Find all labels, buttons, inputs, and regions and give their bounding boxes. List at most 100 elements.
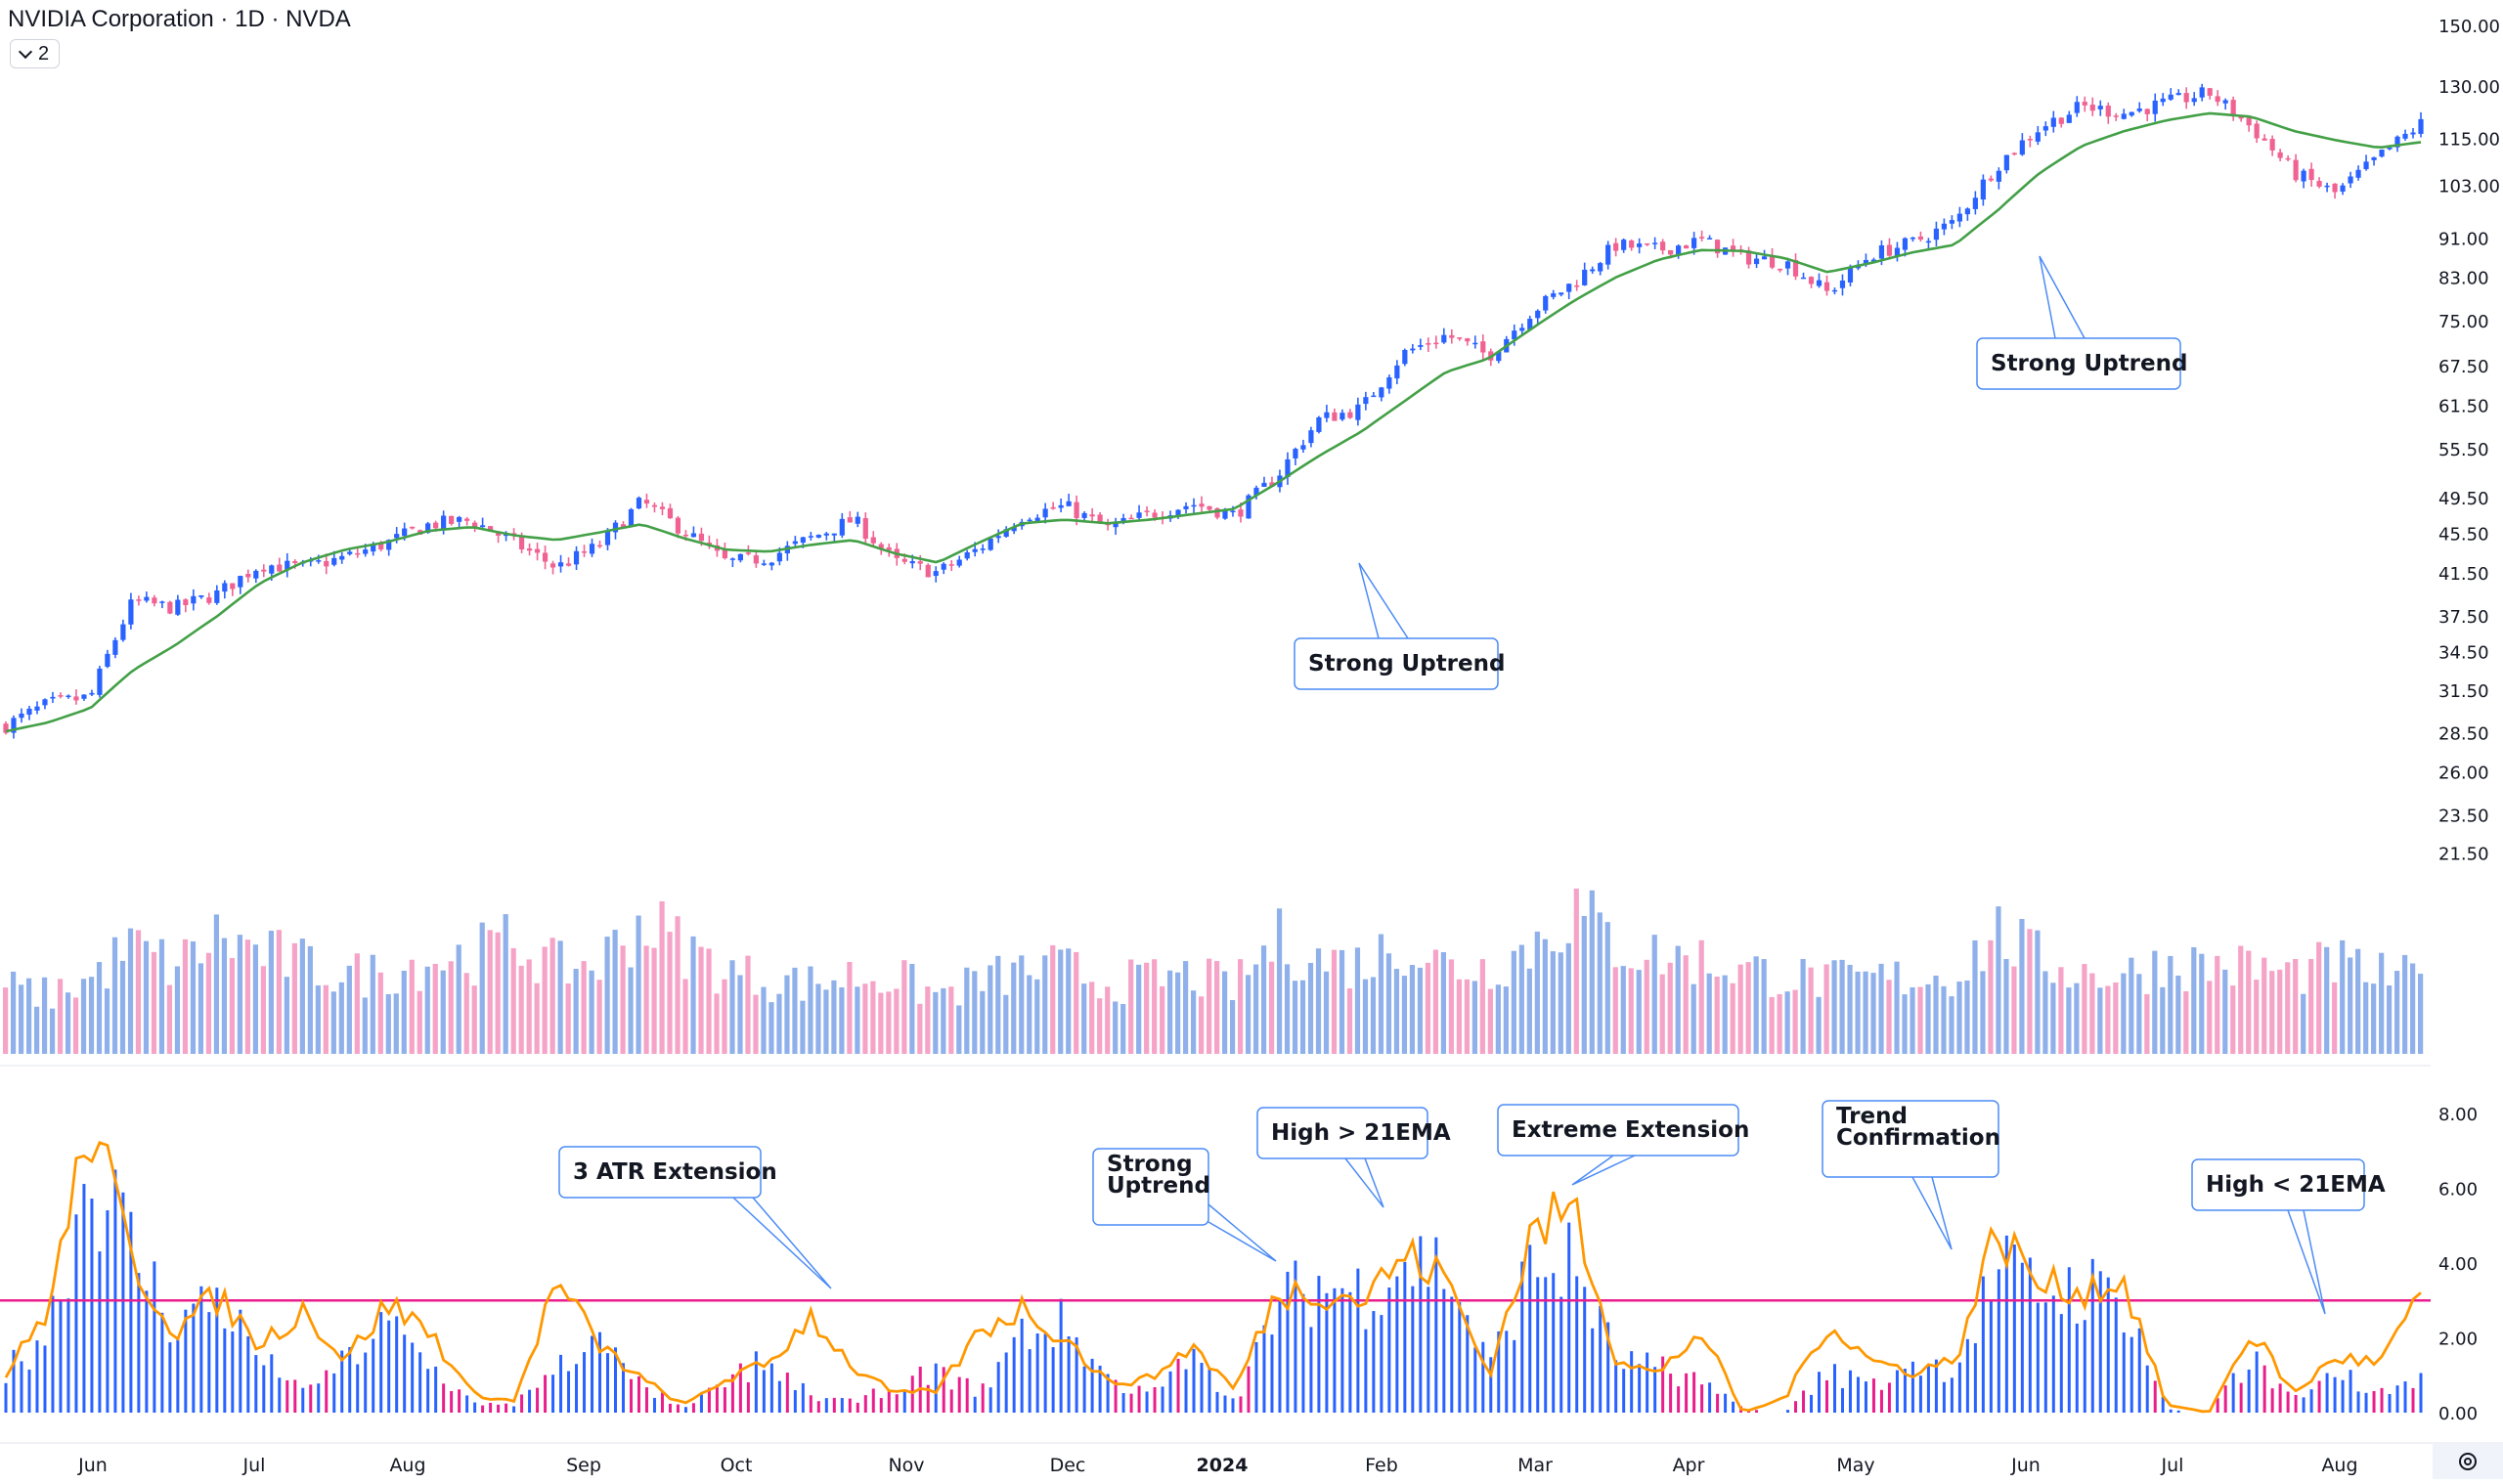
atr-bar — [1575, 1276, 1579, 1413]
candle-body — [682, 534, 689, 537]
atr-bar — [1895, 1370, 1899, 1413]
candle-body — [1355, 404, 1361, 420]
atr-bar — [2059, 1314, 2063, 1413]
atr-bar — [1606, 1322, 1610, 1413]
atr-bar — [973, 1396, 977, 1413]
candle-body — [761, 563, 767, 565]
volume-bar — [2183, 990, 2189, 1054]
volume-bar — [1925, 983, 1931, 1054]
candle-body — [245, 574, 251, 578]
volume-bar — [346, 965, 352, 1054]
callout-box — [1294, 637, 1499, 690]
volume-bar — [401, 970, 407, 1054]
candle-body — [2058, 117, 2064, 124]
atr-bar — [1903, 1369, 1907, 1413]
atr-bar — [1356, 1268, 1360, 1413]
volume-bar — [284, 977, 289, 1054]
candle-body — [2348, 176, 2353, 184]
atr-bar — [520, 1394, 524, 1413]
volume-bar — [2246, 950, 2252, 1054]
candle-body — [1980, 179, 1986, 200]
volume-bar — [1495, 984, 1501, 1054]
volume-bar — [1714, 977, 1720, 1054]
candle-body — [1027, 519, 1032, 522]
volume-bar — [1128, 959, 1134, 1054]
indicator-toggle-button[interactable]: 2 — [10, 39, 61, 68]
candle-body — [1441, 334, 1447, 343]
volume-bar — [2355, 948, 2361, 1054]
atr-bar — [434, 1366, 438, 1413]
atr-bar — [942, 1367, 945, 1413]
volume-bar — [330, 991, 336, 1054]
candle-body — [378, 543, 384, 550]
candle-body — [1269, 482, 1275, 487]
candle-body — [901, 558, 907, 562]
volume-bar — [675, 916, 681, 1054]
atr-bar — [270, 1354, 274, 1413]
volume-bar — [1511, 950, 1516, 1054]
atr-bar — [1129, 1393, 1133, 1413]
callout-label: Strong Uptrend — [1991, 351, 2187, 376]
atr-bar — [184, 1309, 188, 1413]
volume-bar — [72, 997, 79, 1054]
candle-body — [1034, 517, 1040, 521]
atr-bar — [707, 1387, 711, 1413]
atr-bar — [926, 1384, 930, 1413]
candle-body — [1152, 512, 1158, 518]
price-tick-label: 37.50 — [2438, 607, 2489, 628]
volume-bar — [424, 966, 430, 1054]
atr-bar — [1239, 1396, 1243, 1413]
atr-bar — [1794, 1401, 1798, 1413]
atr-bar — [1786, 1410, 1790, 1413]
atr-bar — [613, 1347, 617, 1413]
atr-bar — [1035, 1333, 1039, 1413]
candle-body — [128, 599, 134, 625]
atr-bar — [738, 1363, 742, 1413]
volume-bar — [1167, 970, 1173, 1054]
volume-bar — [104, 988, 110, 1054]
candle-body — [604, 530, 611, 546]
volume-bar — [2316, 941, 2322, 1054]
volume-bar — [205, 952, 212, 1054]
price-tick-label: 34.50 — [2438, 642, 2489, 663]
atr-bar — [113, 1169, 117, 1413]
volume-bar — [745, 955, 751, 1054]
volume-bar — [909, 963, 915, 1054]
atr-bar — [1325, 1292, 1329, 1413]
volume-bar — [41, 977, 48, 1054]
atr-bar — [1004, 1352, 1008, 1413]
volume-bar — [2175, 975, 2181, 1054]
atr-bar — [1403, 1261, 1407, 1413]
volume-bar — [1972, 939, 1978, 1054]
candle-body — [557, 562, 564, 567]
volume-bar — [2066, 987, 2072, 1054]
candle-body — [1347, 412, 1353, 418]
volume-bar — [542, 946, 548, 1054]
candle-body — [1293, 449, 1298, 458]
candle-body — [120, 624, 126, 640]
atr-line — [4, 1141, 2422, 1414]
atr-bar — [1192, 1348, 1196, 1413]
volume-bar — [1949, 996, 1954, 1054]
candle-body — [1949, 220, 1954, 224]
candle-body — [581, 551, 588, 553]
atr-bar — [746, 1381, 750, 1413]
chart-settings-button[interactable] — [2433, 1443, 2503, 1479]
atr-bar — [1473, 1347, 1477, 1413]
candle-body — [909, 561, 915, 564]
candle-body — [542, 552, 549, 562]
volume-bar — [2105, 985, 2111, 1054]
volume-bar — [2199, 953, 2205, 1054]
candle-body — [1222, 509, 1228, 519]
volume-bar — [1956, 982, 1962, 1054]
volume-bar — [557, 940, 563, 1054]
volume-bar — [1784, 991, 1790, 1054]
volume-bar — [1996, 906, 2001, 1054]
volume-bar — [1792, 989, 1798, 1054]
atr-bar — [1677, 1386, 1681, 1413]
candle-body — [2105, 106, 2111, 117]
volume-bar — [729, 960, 735, 1054]
volume-bar — [1659, 974, 1665, 1054]
